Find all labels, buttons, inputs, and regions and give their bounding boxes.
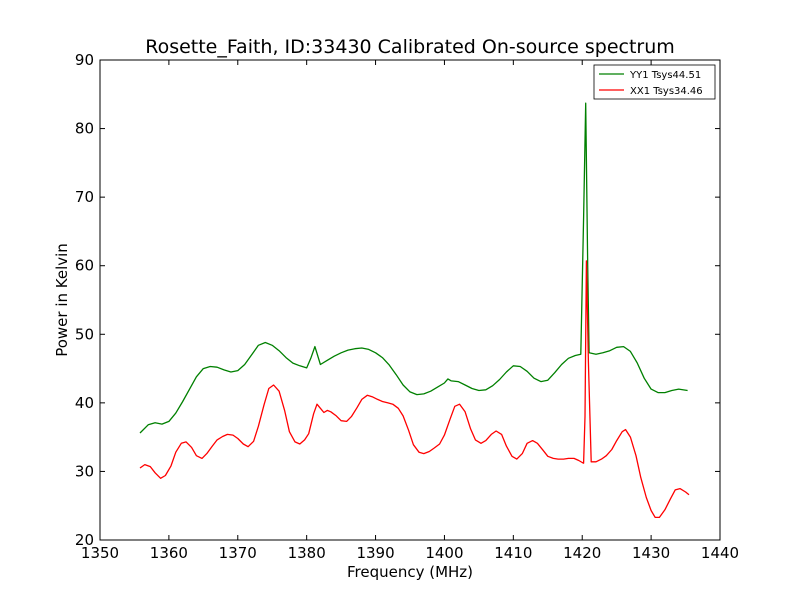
y-tick-label: 60 <box>75 257 94 275</box>
legend-label-1: XX1 Tsys34.46 <box>630 86 703 97</box>
x-tick-label: 1350 <box>81 544 119 562</box>
x-tick-label: 1420 <box>563 544 601 562</box>
y-tick-label: 40 <box>75 394 94 412</box>
x-tick-label: 1380 <box>288 544 326 562</box>
series-layer <box>139 102 690 519</box>
x-tick-label: 1360 <box>150 544 188 562</box>
y-tick-label: 80 <box>75 120 94 138</box>
x-tick-label: 1400 <box>425 544 463 562</box>
x-tick-label: 1370 <box>219 544 257 562</box>
plot-frame <box>99 59 721 541</box>
y-tick-label: 50 <box>75 325 94 343</box>
legend-box <box>593 64 716 100</box>
x-tick-label: 1410 <box>494 544 532 562</box>
x-tick-label: 1430 <box>632 544 670 562</box>
x-axis-label: Frequency (MHz) <box>347 563 473 581</box>
legend-label-0: YY1 Tsys44.51 <box>629 70 701 81</box>
x-tick-label: 1390 <box>356 544 394 562</box>
series-line-1 <box>139 260 690 519</box>
y-tick-label: 20 <box>75 531 94 549</box>
y-tick-label: 90 <box>75 51 94 69</box>
x-tick-label: 1440 <box>701 544 739 562</box>
legend: YY1 Tsys44.51 XX1 Tsys34.46 <box>593 64 716 100</box>
y-tick-label: 30 <box>75 462 94 480</box>
y-tick-label: 70 <box>75 188 94 206</box>
chart-title: Rosette_Faith, ID:33430 Calibrated On-so… <box>145 36 675 58</box>
axis-layer: 1350 1360 1370 1380 1390 1400 1410 1420 1430 1440… <box>75 51 739 562</box>
series-line-0 <box>139 102 688 434</box>
y-axis-label: Power in Kelvin <box>53 243 71 357</box>
